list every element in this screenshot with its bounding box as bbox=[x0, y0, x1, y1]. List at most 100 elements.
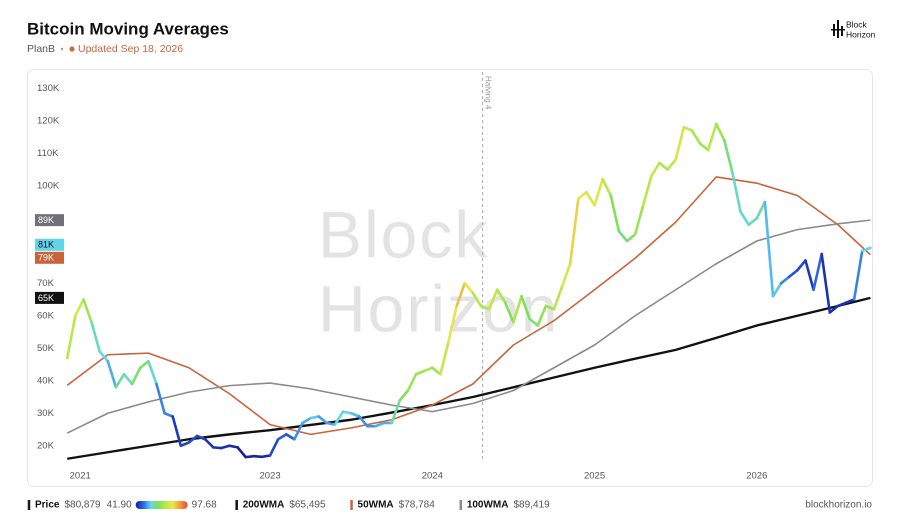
y-tick-label: 110K bbox=[37, 148, 59, 159]
price-segment bbox=[787, 268, 799, 279]
colorbar-min: 41.90 bbox=[107, 500, 132, 511]
price-segment bbox=[674, 125, 686, 162]
price-segment bbox=[293, 421, 304, 441]
price-segment bbox=[431, 366, 442, 376]
logo-text: Block bbox=[846, 19, 868, 29]
y-tick-label: 60K bbox=[37, 310, 55, 321]
x-tick-label: 2023 bbox=[259, 471, 280, 482]
price-segment bbox=[739, 210, 750, 227]
price-segment bbox=[585, 190, 596, 207]
price-segment bbox=[90, 320, 101, 353]
price-segment bbox=[577, 190, 588, 201]
price-segment bbox=[544, 304, 556, 311]
price-segment bbox=[357, 415, 369, 428]
watermark: Block bbox=[318, 197, 489, 271]
price-segment bbox=[625, 233, 637, 243]
price-segment bbox=[609, 194, 621, 233]
price-segment bbox=[325, 421, 337, 426]
price-segment bbox=[682, 125, 694, 132]
price-segment bbox=[390, 398, 402, 425]
legend-name: 100WMA bbox=[467, 500, 509, 511]
price-segment bbox=[536, 304, 548, 327]
price-segment bbox=[301, 416, 312, 425]
price-segment bbox=[504, 301, 515, 324]
price-segment bbox=[155, 382, 166, 415]
x-tick-label: 2025 bbox=[584, 471, 605, 482]
price-segment bbox=[763, 200, 775, 298]
watermark: Horizon bbox=[318, 271, 559, 345]
price-segment bbox=[276, 433, 288, 441]
price-segment bbox=[698, 142, 710, 152]
price-segment bbox=[252, 454, 264, 459]
price-segment bbox=[804, 259, 815, 292]
price-segment bbox=[779, 275, 791, 285]
value-badge bbox=[35, 238, 64, 251]
price-segment bbox=[812, 252, 824, 292]
plot-area bbox=[65, 72, 872, 462]
price-segment bbox=[138, 359, 150, 370]
value-badge-label: 79K bbox=[38, 253, 54, 263]
price-segment bbox=[755, 200, 767, 220]
price-segment bbox=[836, 301, 848, 308]
y-tick-label: 30K bbox=[37, 408, 55, 419]
price-segment bbox=[317, 415, 329, 425]
price-segment bbox=[82, 298, 93, 324]
author: PlanB bbox=[27, 43, 55, 55]
price-segment bbox=[228, 444, 239, 449]
price-segment bbox=[852, 249, 864, 301]
price-segment bbox=[593, 177, 604, 207]
price-segment bbox=[422, 366, 434, 373]
y-tick-label: 40K bbox=[37, 375, 55, 386]
price-segment bbox=[528, 317, 540, 327]
value-badge bbox=[35, 251, 64, 264]
price-segment bbox=[860, 246, 872, 253]
price-segment bbox=[220, 444, 231, 450]
price-segment bbox=[414, 369, 426, 376]
y-tick-label: 120K bbox=[37, 115, 60, 126]
price-segment bbox=[633, 203, 645, 236]
price-segment bbox=[447, 304, 458, 344]
price-segment bbox=[179, 441, 191, 448]
price-segment bbox=[203, 437, 215, 449]
value-badge bbox=[35, 214, 64, 227]
price-segment bbox=[236, 446, 248, 459]
price-segment bbox=[520, 294, 531, 321]
y-tick-label: 20K bbox=[37, 440, 55, 451]
price-segment bbox=[374, 421, 385, 428]
colorbar-max: 97.68 bbox=[192, 500, 217, 511]
price-segment bbox=[471, 291, 483, 308]
price-segment bbox=[268, 437, 280, 457]
price-segment bbox=[284, 433, 296, 441]
legend-value: $80,879 bbox=[64, 500, 101, 511]
x-tick-label: 2024 bbox=[422, 471, 443, 482]
price-segment bbox=[658, 161, 669, 171]
price-segment bbox=[820, 252, 832, 314]
price-segment bbox=[195, 434, 207, 441]
price-segment bbox=[601, 177, 613, 197]
ma-line bbox=[66, 176, 871, 436]
price-segment bbox=[349, 411, 361, 418]
price-segment bbox=[828, 304, 840, 314]
price-segment bbox=[666, 158, 677, 171]
separator bbox=[60, 47, 64, 51]
price-segment bbox=[260, 454, 272, 459]
price-segment bbox=[641, 174, 653, 207]
ma-line bbox=[66, 219, 871, 434]
x-tick-label: 2021 bbox=[70, 471, 91, 482]
source: blockhorizon.io bbox=[805, 500, 872, 511]
price-segment bbox=[106, 359, 118, 389]
price-segment bbox=[723, 138, 734, 175]
price-segment bbox=[568, 197, 580, 266]
price-segment bbox=[731, 171, 742, 214]
price-segment bbox=[747, 216, 759, 227]
price-segment bbox=[463, 281, 475, 295]
price-segment bbox=[844, 298, 856, 305]
price-segment bbox=[211, 446, 223, 450]
legend-value: $78,784 bbox=[399, 500, 436, 511]
price-segment bbox=[796, 259, 807, 272]
price-segment bbox=[552, 285, 564, 311]
updated: Updated Sep 18, 2026 bbox=[78, 43, 183, 55]
price-segment bbox=[406, 372, 418, 392]
logo-bar bbox=[841, 26, 843, 36]
